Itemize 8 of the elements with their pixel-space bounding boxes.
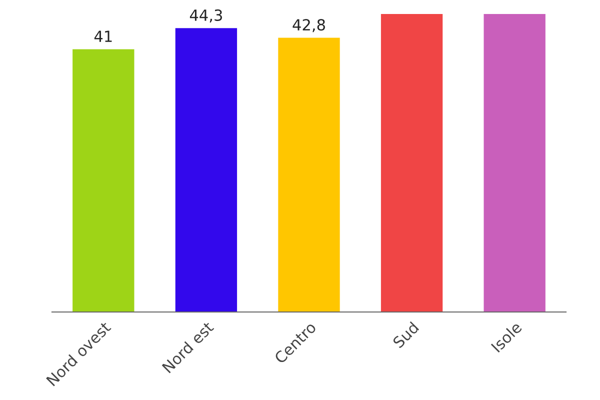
bar	[175, 28, 238, 312]
bar	[72, 49, 134, 312]
data-label: 41	[94, 30, 112, 42]
bar	[278, 38, 340, 312]
bar	[484, 14, 546, 312]
data-label: 44,3	[190, 9, 222, 23]
bar	[380, 14, 443, 312]
data-label: 42,8	[292, 19, 325, 32]
